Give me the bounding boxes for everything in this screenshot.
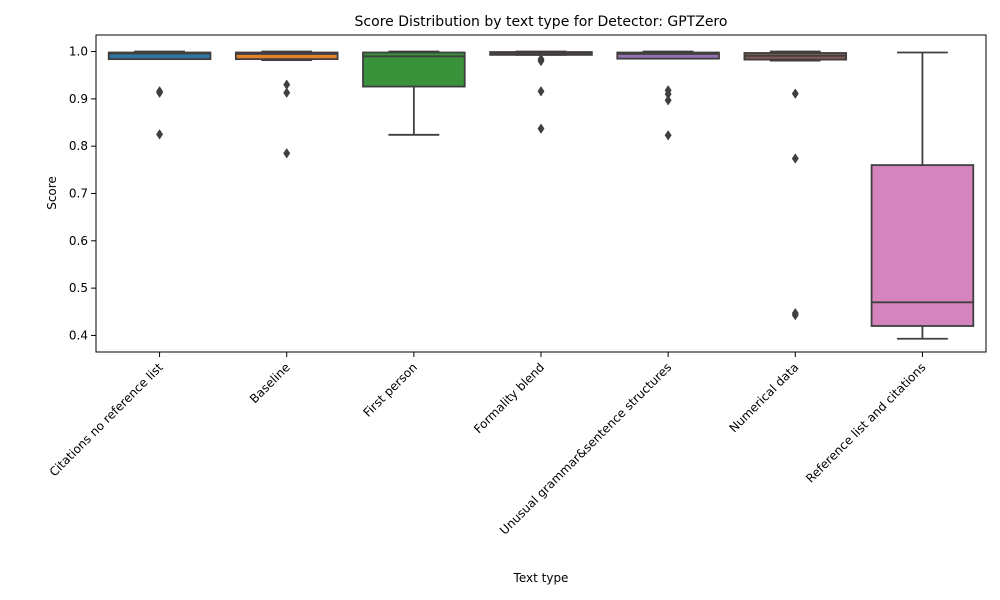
outlier-point (664, 95, 672, 106)
box-group (616, 50, 720, 141)
y-tick-label: 0.8 (69, 139, 88, 153)
x-tick-label: Numerical data (726, 360, 801, 435)
box-iqr (107, 51, 212, 61)
y-tick-label: 0.4 (69, 328, 88, 342)
outlier-point (791, 309, 799, 321)
x-axis-label: Text type (513, 571, 569, 585)
outlier-point (156, 86, 164, 97)
x-tick-label: Formality blend (471, 360, 547, 436)
y-axis-label: Score (45, 176, 59, 210)
x-tick-label: Baseline (247, 360, 293, 406)
box-group (743, 50, 848, 321)
x-axis: Citations no reference list Baseline First… (47, 352, 929, 538)
x-tick-label: First person (360, 360, 420, 420)
y-tick-label: 0.5 (69, 281, 88, 295)
outlier-point (283, 148, 291, 159)
y-tick-label: 0.6 (69, 234, 88, 248)
x-tick-label: Reference list and citations (803, 360, 928, 485)
chart-title: Score Distribution by text type for Dete… (355, 14, 728, 30)
boxes-group (107, 50, 975, 340)
box-group (107, 50, 212, 140)
box-iqr (234, 51, 339, 61)
y-tick-label: 0.9 (69, 92, 88, 106)
outlier-point (156, 129, 164, 140)
box-iqr (616, 51, 720, 60)
outlier-point (283, 87, 291, 98)
x-tick-label: Citations no reference list (47, 360, 166, 479)
plot-frame (95, 34, 987, 353)
outlier-point (791, 153, 799, 164)
box-group (362, 50, 466, 136)
box-group (234, 50, 339, 159)
box-iqr (362, 51, 466, 88)
outlier-point (537, 55, 545, 67)
box-iqr (870, 164, 975, 327)
outlier-point (664, 130, 672, 141)
y-tick-label: 0.7 (69, 187, 88, 201)
outlier-point (537, 123, 545, 134)
box-group (870, 51, 975, 340)
outlier-point (791, 88, 799, 99)
outlier-point (537, 86, 545, 97)
box-group (489, 50, 593, 134)
y-tick-label: 1.0 (69, 45, 88, 59)
y-axis: 0.4 0.5 0.6 0.7 0.8 0.9 1.0 (69, 45, 96, 342)
